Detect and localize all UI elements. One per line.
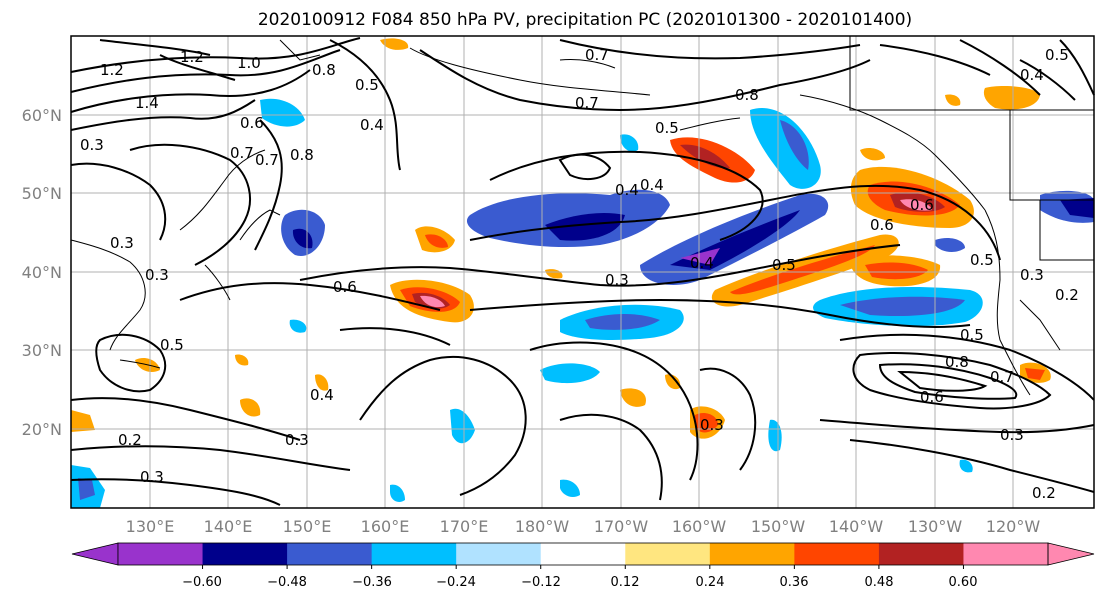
- contour-label: 1.2: [100, 61, 124, 79]
- gridlines: [71, 36, 1094, 508]
- contour-label: 1.4: [135, 94, 159, 112]
- colorbar-extend-high: [1047, 542, 1095, 566]
- lat-label: 30°N: [22, 341, 62, 360]
- contour-label: 0.7: [585, 46, 609, 64]
- contour-label: 0.3: [140, 468, 164, 486]
- lon-label: 170°E: [440, 517, 489, 536]
- map-frame: [70, 35, 1095, 509]
- lon-label: 140°E: [204, 517, 253, 536]
- contour-label: 0.8: [945, 353, 969, 371]
- lon-label: 160°E: [361, 517, 410, 536]
- contour-label: 0.4: [1020, 66, 1044, 84]
- contour-label: 1.2: [180, 48, 204, 66]
- contour-label: 0.3: [80, 136, 104, 154]
- lat-label: 40°N: [22, 263, 62, 282]
- colorbar-segment: [202, 543, 288, 565]
- contour-label: 0.2: [118, 431, 142, 449]
- colorbar-segment: [709, 543, 795, 565]
- precipitation-shading: [71, 38, 1094, 508]
- contour-label: 0.4: [360, 116, 384, 134]
- colorbar-ticks: [202, 565, 964, 569]
- colorbar-segment: [540, 543, 626, 565]
- lon-label: 160°W: [672, 517, 727, 536]
- map-area: 1.2 1.4 1.2 1.0 0.8 0.7 0.5 0.7 0.8 0.7 …: [70, 35, 1095, 509]
- contour-labels: 1.2 1.4 1.2 1.0 0.8 0.7 0.5 0.7 0.8 0.7 …: [80, 46, 1079, 502]
- contour-label: 1.0: [237, 54, 261, 72]
- contour-label: 0.6: [910, 196, 934, 214]
- contour-label: 0.7: [255, 151, 279, 169]
- contour-label: 0.3: [1020, 266, 1044, 284]
- colorbar-tick-label: 0.60: [949, 575, 978, 590]
- contour-label: 0.7: [575, 94, 599, 112]
- colorbar-tick-label: −0.12: [521, 575, 561, 590]
- contour-label: 0.6: [920, 388, 944, 406]
- contour-label: 0.4: [615, 181, 639, 199]
- contour-label: 0.5: [1045, 46, 1069, 64]
- lon-label: 150°E: [283, 517, 332, 536]
- colorbar-tick-label: −0.60: [182, 575, 222, 590]
- contour-label: 0.8: [735, 86, 759, 104]
- longitude-labels: 130°E 140°E 150°E 160°E 170°E 180°W 170°…: [126, 517, 1041, 536]
- colorbar-segment: [794, 543, 880, 565]
- contour-label: 0.4: [640, 176, 664, 194]
- contour-label: 0.3: [145, 266, 169, 284]
- lat-label: 50°N: [22, 184, 62, 203]
- lon-label: 130°E: [126, 517, 175, 536]
- colorbar-segments: [71, 542, 1095, 566]
- pv-contours: [70, 37, 1095, 506]
- colorbar-tick-label: −0.36: [352, 575, 392, 590]
- contour-label: 0.6: [333, 278, 357, 296]
- colorbar-segment: [456, 543, 542, 565]
- colorbar-tick-labels: −0.60 −0.48 −0.36 −0.24 −0.12 0.12 0.24 …: [182, 575, 977, 590]
- contour-label: 0.3: [605, 271, 629, 289]
- colorbar-tick-label: 0.24: [696, 575, 725, 590]
- contour-label: 0.5: [160, 336, 184, 354]
- contour-label: 0.4: [310, 386, 334, 404]
- contour-label: 0.6: [240, 114, 264, 132]
- colorbar: −0.60 −0.48 −0.36 −0.24 −0.12 0.12 0.24 …: [71, 542, 1095, 590]
- colorbar-segment: [371, 543, 457, 565]
- contour-label: 0.5: [772, 256, 796, 274]
- contour-label: 0.7: [990, 368, 1014, 386]
- contour-label: 0.5: [960, 326, 984, 344]
- colorbar-tick-label: 0.36: [780, 575, 809, 590]
- contour-label: 0.5: [655, 119, 679, 137]
- contour-label: 0.4: [690, 254, 714, 272]
- colorbar-tick-label: −0.48: [267, 575, 307, 590]
- contour-label: 0.5: [355, 76, 379, 94]
- contour-label: 0.8: [312, 61, 336, 79]
- colorbar-segment: [287, 543, 373, 565]
- colorbar-tick-label: 0.48: [865, 575, 894, 590]
- colorbar-tick-label: −0.24: [436, 575, 476, 590]
- lon-label: 150°W: [751, 517, 806, 536]
- contour-label: 0.2: [1032, 484, 1056, 502]
- lon-label: 140°W: [829, 517, 884, 536]
- contour-label: 0.7: [230, 144, 254, 162]
- colorbar-tick-label: 0.12: [611, 575, 640, 590]
- figure-title: 2020100912 F084 850 hPa PV, precipitatio…: [258, 10, 912, 30]
- contour-label: 0.8: [290, 146, 314, 164]
- contour-label: 0.3: [1000, 426, 1024, 444]
- lon-label: 170°W: [594, 517, 649, 536]
- contour-label: 0.5: [970, 251, 994, 269]
- lon-label: 120°W: [986, 517, 1041, 536]
- colorbar-segment: [878, 543, 964, 565]
- contour-label: 0.6: [870, 216, 894, 234]
- colorbar-extend-low: [71, 542, 119, 566]
- colorbar-outline: [117, 542, 1049, 566]
- lat-label: 60°N: [22, 106, 62, 125]
- latitude-labels: 60°N 50°N 40°N 30°N 20°N: [22, 106, 62, 439]
- lat-label: 20°N: [22, 420, 62, 439]
- colorbar-segment: [625, 543, 711, 565]
- contour-label: 0.3: [700, 416, 724, 434]
- contour-label: 0.2: [1055, 286, 1079, 304]
- lon-label: 130°W: [908, 517, 963, 536]
- contour-label: 0.3: [110, 234, 134, 252]
- contour-label: 0.3: [285, 431, 309, 449]
- colorbar-segment: [963, 543, 1049, 565]
- lon-label: 180°W: [515, 517, 570, 536]
- colorbar-segment: [118, 543, 204, 565]
